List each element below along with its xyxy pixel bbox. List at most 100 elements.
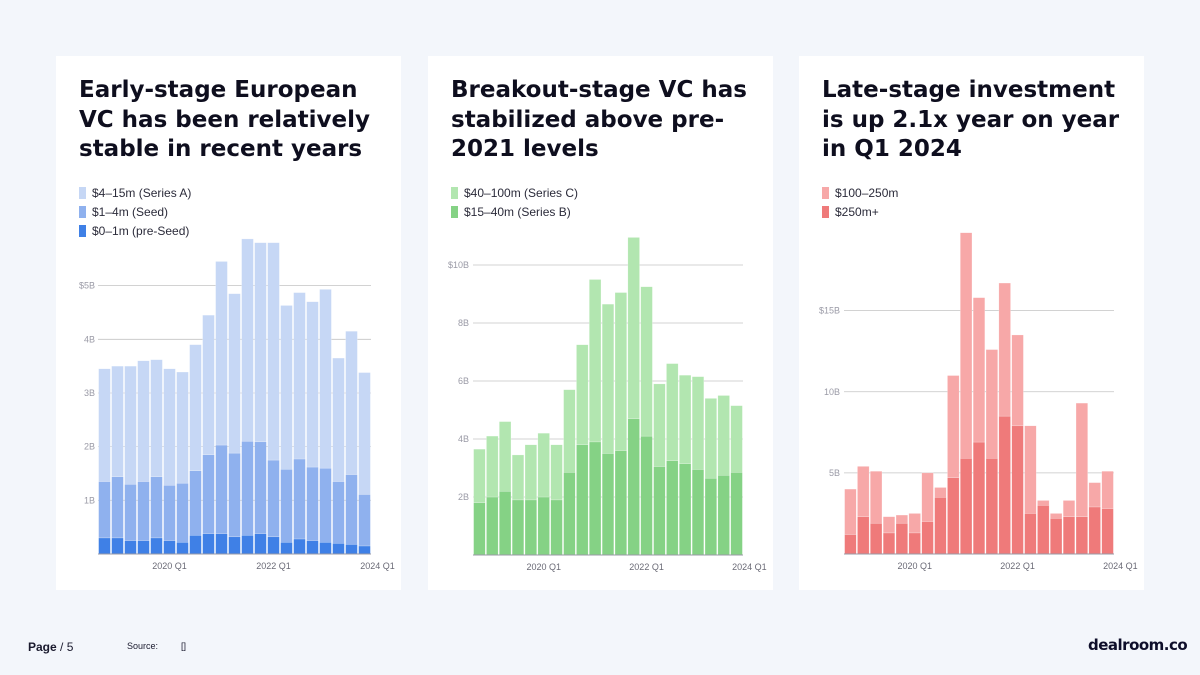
bar-segment — [163, 368, 176, 486]
bar-segment — [111, 365, 124, 477]
bar-segment — [730, 405, 743, 473]
bar-segment — [202, 454, 215, 534]
bar-segment — [537, 433, 550, 498]
bar-segment — [576, 344, 589, 446]
legend-label: $250m+ — [835, 204, 879, 219]
y-tick-label: 10B — [824, 387, 840, 397]
bar-segment — [960, 232, 973, 459]
bar-segment — [111, 476, 124, 539]
bar-segment — [189, 535, 202, 555]
bar-segment — [1088, 506, 1101, 555]
bar-segment — [691, 376, 705, 470]
bar-segment — [947, 477, 960, 555]
legend-item: $15–40m (Series B) — [451, 202, 578, 221]
x-tick-label: 2024 Q1 — [732, 562, 767, 572]
bar-segment — [267, 459, 280, 538]
bar-segment — [473, 448, 486, 503]
bar-segment — [241, 535, 254, 555]
legend-swatch — [79, 224, 86, 237]
y-tick-label: $5B — [79, 281, 95, 291]
footer: Page / 5 Source: [] dealroom.co — [0, 630, 1200, 664]
y-tick-label: 5B — [829, 468, 840, 478]
source-value: [] — [181, 641, 187, 651]
x-tick-label: 2024 Q1 — [360, 561, 395, 571]
bar-segment — [550, 444, 563, 501]
legend-item: $4–15m (Series A) — [79, 183, 191, 202]
bar-segment — [1088, 482, 1101, 508]
bar-segment — [306, 540, 319, 555]
x-tick-label: 2020 Q1 — [526, 562, 561, 572]
bar-segment — [499, 421, 512, 492]
bar-segment — [870, 522, 883, 555]
bar-segment — [254, 242, 267, 443]
bar-segment — [627, 418, 640, 556]
bar-segment — [267, 242, 280, 461]
bar-segment — [576, 444, 589, 556]
bar-segment — [306, 466, 319, 541]
bar-segment — [972, 441, 986, 555]
bar-segment — [150, 476, 163, 539]
legend-swatch — [451, 186, 458, 199]
legend-swatch — [822, 186, 829, 199]
bar-segment — [985, 458, 998, 555]
bar-chart: 5B 10B $15B 2020 Q1 2022 Q1 2024 Q1 — [819, 232, 1138, 571]
bar-segment — [124, 484, 137, 541]
bar-segment — [511, 454, 525, 501]
bar-segment — [895, 514, 908, 524]
bar-segment — [985, 349, 998, 459]
bar-segment — [202, 314, 215, 455]
bar-segment — [241, 441, 254, 536]
bar-segment — [215, 533, 228, 555]
bar-segment — [908, 532, 921, 555]
legend-swatch — [79, 205, 86, 218]
bar-segment — [601, 453, 615, 556]
bar-segment — [1037, 505, 1050, 555]
bar-segment — [870, 471, 883, 524]
bar-segment — [280, 468, 293, 543]
y-tick-label: 3B — [84, 388, 95, 398]
bar-segment — [589, 279, 602, 443]
bar-segment — [908, 513, 921, 534]
bar-segment — [137, 540, 150, 555]
bar-segment — [267, 536, 280, 555]
legend-swatch — [822, 205, 829, 218]
chart-legend: $100–250m $250m+ — [822, 183, 898, 221]
bar-chart: 2B 4B 6B 8B $10B 2020 Q1 2022 Q1 2024 Q1 — [448, 237, 767, 572]
legend-label: $0–1m (pre-Seed) — [92, 223, 190, 238]
bar-segment — [844, 488, 857, 535]
chart-card-early-stage: Early-stage European VC has been relativ… — [56, 56, 401, 590]
bar-segment — [189, 344, 202, 472]
page-label: Page — [28, 640, 57, 654]
bar-segment — [563, 389, 576, 473]
bar-segment — [640, 286, 653, 437]
bar-segment — [653, 383, 666, 467]
bar-segment — [921, 472, 934, 522]
bar-segment — [717, 475, 730, 556]
legend-item: $0–1m (pre-Seed) — [79, 221, 191, 240]
bar-segment — [614, 450, 627, 556]
bar-segment — [730, 472, 743, 556]
bar-segment — [254, 441, 267, 534]
bar-segment — [280, 305, 293, 470]
bar-segment — [293, 538, 306, 555]
dealroom-logo: dealroom.co — [1088, 636, 1188, 654]
bar-segment — [1062, 516, 1076, 555]
bar-segment — [254, 533, 267, 555]
bar-segment — [486, 496, 499, 556]
y-tick-label: 4B — [458, 434, 469, 444]
bar-segment — [98, 481, 111, 539]
bar-segment — [895, 522, 908, 555]
page-indicator: Page / 5 — [28, 640, 73, 654]
bar-segment — [150, 359, 163, 477]
bar-segment — [882, 532, 896, 555]
legend-label: $40–100m (Series C) — [464, 185, 579, 200]
bar-segment — [627, 237, 640, 419]
bar-segment — [550, 499, 563, 556]
bar-segment — [293, 458, 306, 540]
bar-segment — [241, 238, 254, 442]
bar-segment — [537, 496, 550, 556]
bar-segment — [215, 261, 228, 446]
bar-segment — [358, 545, 371, 555]
bar-segment — [176, 541, 189, 555]
bar-segment — [934, 497, 947, 555]
